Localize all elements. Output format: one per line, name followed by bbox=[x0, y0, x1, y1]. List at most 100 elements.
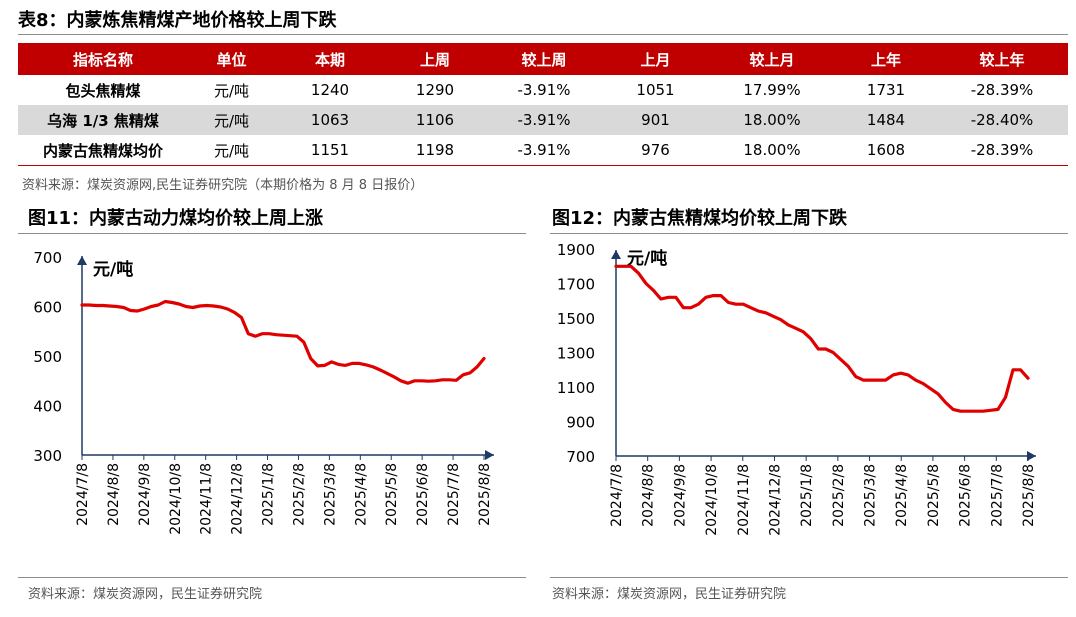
x-tick-label: 2025/3/8 bbox=[322, 463, 338, 526]
cell-wow: -3.91% bbox=[485, 105, 603, 135]
x-tick-label: 2024/11/8 bbox=[199, 463, 215, 535]
chart-left-title-underline bbox=[18, 233, 526, 234]
x-tick-label: 2024/12/8 bbox=[230, 463, 246, 535]
cell-mom: 18.00% bbox=[708, 105, 836, 135]
chart-right-source-rule bbox=[550, 577, 1068, 578]
cell-last-year: 1484 bbox=[836, 105, 936, 135]
cell-last-year: 1608 bbox=[836, 135, 936, 166]
col-header-yoy: 较上年 bbox=[936, 43, 1068, 75]
price-series-line bbox=[82, 302, 484, 384]
x-tick-label: 2025/4/8 bbox=[894, 464, 910, 527]
cell-current: 1151 bbox=[275, 135, 385, 166]
cell-last-week: 1198 bbox=[385, 135, 485, 166]
y-tick-label: 1100 bbox=[557, 379, 595, 397]
y-tick-label: 700 bbox=[566, 448, 595, 466]
x-tick-label: 2024/10/8 bbox=[704, 464, 720, 536]
table-source-note: 资料来源：煤炭资源网,民生证券研究院（本期价格为 8 月 8 日报价） bbox=[22, 174, 423, 193]
x-tick-label: 2024/8/8 bbox=[641, 464, 657, 527]
chart-left: 元/吨 300 400 500 600 700 2024/7/8 2024/8/8 2024/9… bbox=[0, 240, 538, 572]
chart-right: 元/吨 700 900 1100 1300 1500 1700 1900 2024/7/8 202… bbox=[538, 240, 1076, 572]
x-tick-label: 2025/3/8 bbox=[863, 464, 879, 527]
cell-last-week: 1290 bbox=[385, 75, 485, 105]
cell-name: 乌海 1/3 焦精煤 bbox=[18, 105, 188, 135]
cell-wow: -3.91% bbox=[485, 75, 603, 105]
x-tick-label: 2025/1/8 bbox=[261, 463, 277, 526]
title-underline bbox=[18, 34, 1068, 35]
x-tick-label: 2024/10/8 bbox=[168, 463, 184, 535]
x-tick-label: 2024/9/8 bbox=[672, 464, 688, 527]
cell-last-week: 1106 bbox=[385, 105, 485, 135]
y-tick-label: 1900 bbox=[557, 241, 595, 259]
table-row: 包头焦精煤 元/吨 1240 1290 -3.91% 1051 17.99% 1… bbox=[18, 75, 1068, 105]
cell-mom: 18.00% bbox=[708, 135, 836, 166]
y-unit-label: 元/吨 bbox=[627, 248, 667, 269]
cell-mom: 17.99% bbox=[708, 75, 836, 105]
y-tick-label: 300 bbox=[33, 447, 62, 465]
table-row: 乌海 1/3 焦精煤 元/吨 1063 1106 -3.91% 901 18.0… bbox=[18, 105, 1068, 135]
table-row: 内蒙古焦精煤均价 元/吨 1151 1198 -3.91% 976 18.00%… bbox=[18, 135, 1068, 166]
cell-current: 1240 bbox=[275, 75, 385, 105]
x-tick-label: 2024/7/8 bbox=[609, 464, 625, 527]
price-series-line bbox=[616, 266, 1028, 411]
y-tick-label: 600 bbox=[33, 299, 62, 317]
cell-name: 内蒙古焦精煤均价 bbox=[18, 135, 188, 166]
y-tick-label: 1300 bbox=[557, 345, 595, 363]
x-tick-label: 2025/8/8 bbox=[1021, 464, 1037, 527]
x-tick-label: 2025/8/8 bbox=[477, 463, 493, 526]
chart-right-source: 资料来源：煤炭资源网，民生证券研究院 bbox=[552, 583, 786, 602]
chart-right-title-underline bbox=[550, 233, 1068, 234]
y-axis-arrow-icon bbox=[611, 250, 621, 259]
y-unit-label: 元/吨 bbox=[93, 259, 133, 280]
col-header-last-week: 上周 bbox=[385, 43, 485, 75]
cell-yoy: -28.39% bbox=[936, 75, 1068, 105]
x-tick-label: 2025/5/8 bbox=[926, 464, 942, 527]
x-tick-label: 2024/7/8 bbox=[75, 463, 91, 526]
cell-yoy: -28.39% bbox=[936, 135, 1068, 166]
x-tick-label: 2025/1/8 bbox=[799, 464, 815, 527]
cell-name: 包头焦精煤 bbox=[18, 75, 188, 105]
x-tick-label: 2024/11/8 bbox=[736, 464, 752, 536]
y-tick-label: 1700 bbox=[557, 276, 595, 294]
chart-left-title: 图11：内蒙古动力煤均价较上周上涨 bbox=[28, 208, 323, 230]
cell-last-month: 901 bbox=[603, 105, 708, 135]
price-table: 指标名称 单位 本期 上周 较上周 上月 较上月 上年 较上年 包头焦精煤 元/… bbox=[18, 43, 1068, 166]
x-tick-label: 2025/6/8 bbox=[958, 464, 974, 527]
x-tick-label: 2025/6/8 bbox=[415, 463, 431, 526]
x-tick-label: 2025/2/8 bbox=[291, 463, 307, 526]
x-tick-label: 2024/9/8 bbox=[137, 463, 153, 526]
cell-last-month: 976 bbox=[603, 135, 708, 166]
y-tick-label: 400 bbox=[33, 398, 62, 416]
chart-right-title: 图12：内蒙古焦精煤均价较上周下跌 bbox=[552, 208, 847, 230]
x-tick-label: 2025/4/8 bbox=[353, 463, 369, 526]
x-tick-label: 2024/12/8 bbox=[767, 464, 783, 536]
cell-unit: 元/吨 bbox=[188, 135, 275, 166]
x-axis-arrow-icon bbox=[485, 450, 494, 460]
y-tick-label: 900 bbox=[566, 414, 595, 432]
y-tick-label: 1500 bbox=[557, 310, 595, 328]
chart-left-source: 资料来源：煤炭资源网，民生证券研究院 bbox=[28, 583, 262, 602]
col-header-name: 指标名称 bbox=[18, 43, 188, 75]
col-header-current: 本期 bbox=[275, 43, 385, 75]
col-header-unit: 单位 bbox=[188, 43, 275, 75]
y-axis-arrow-icon bbox=[77, 256, 87, 265]
table-title: 表8：内蒙炼焦精煤产地价格较上周下跌 bbox=[18, 10, 337, 32]
x-tick-label: 2025/2/8 bbox=[831, 464, 847, 527]
col-header-mom: 较上月 bbox=[708, 43, 836, 75]
y-tick-label: 500 bbox=[33, 348, 62, 366]
table-header-row: 指标名称 单位 本期 上周 较上周 上月 较上月 上年 较上年 bbox=[18, 43, 1068, 75]
x-tick-label: 2024/8/8 bbox=[106, 463, 122, 526]
x-tick-label: 2025/7/8 bbox=[446, 463, 462, 526]
x-tick-label: 2025/5/8 bbox=[384, 463, 400, 526]
cell-wow: -3.91% bbox=[485, 135, 603, 166]
cell-yoy: -28.40% bbox=[936, 105, 1068, 135]
cell-current: 1063 bbox=[275, 105, 385, 135]
col-header-wow: 较上周 bbox=[485, 43, 603, 75]
col-header-last-month: 上月 bbox=[603, 43, 708, 75]
cell-unit: 元/吨 bbox=[188, 105, 275, 135]
col-header-last-year: 上年 bbox=[836, 43, 936, 75]
cell-last-year: 1731 bbox=[836, 75, 936, 105]
chart-left-source-rule bbox=[18, 577, 526, 578]
cell-unit: 元/吨 bbox=[188, 75, 275, 105]
cell-last-month: 1051 bbox=[603, 75, 708, 105]
y-tick-label: 700 bbox=[33, 249, 62, 267]
